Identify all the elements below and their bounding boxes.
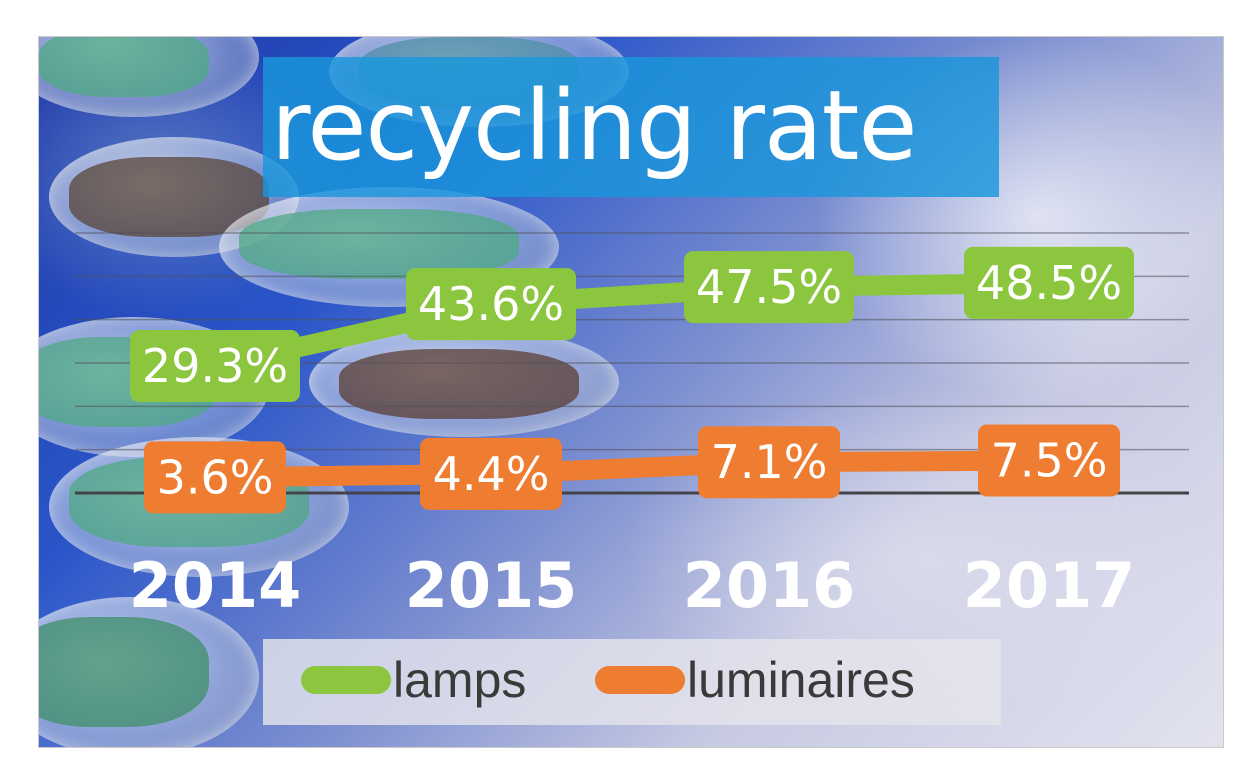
series-line-luminaires [205,450,1059,488]
series-line-lamps [205,272,1059,377]
data-point-lamps: 48.5% [964,246,1134,319]
data-point-luminaires: 4.4% [420,437,562,510]
data-label: 43.6% [418,277,564,331]
x-tick-label: 2014 [129,549,302,622]
legend-swatch-lamps [301,666,391,694]
legend-label-lamps: lamps [393,652,527,708]
data-labels: 29.3% 43.6% 47.5% 48.5% 3.6% 4.4% 7.1% 7.5% [130,246,1134,514]
data-label: 7.1% [711,435,828,489]
data-point-lamps: 47.5% [684,251,854,324]
chart-title: recycling rate [271,70,917,182]
series-lines [205,272,1059,488]
pcb-decoration [239,209,519,279]
data-label: 3.6% [157,450,274,504]
data-point-lamps: 43.6% [406,268,576,341]
chart-frame: recycling rate 29.3% 43.6% 47.5% 48.5% 3.6% 4… [38,36,1224,748]
data-label: 48.5% [976,256,1122,310]
x-tick-label: 2016 [683,549,856,622]
data-label-box [698,426,840,499]
data-point-luminaires: 7.5% [978,424,1120,497]
data-label: 7.5% [991,434,1108,488]
data-label-box [144,441,286,514]
legend-item-luminaires: luminaires [595,649,915,711]
data-label-box [684,251,854,324]
data-label: 47.5% [696,260,842,314]
data-point-luminaires: 7.1% [698,426,840,499]
line-chart: 29.3% 43.6% 47.5% 48.5% 3.6% 4.4% 7.1% 7.5% 201… [75,232,1189,622]
data-label-box [406,268,576,341]
title-banner [263,57,999,197]
pcb-decoration [339,349,579,419]
x-axis-ticks: 2014 2015 2016 2017 [129,549,1136,622]
x-tick-label: 2015 [405,549,578,622]
x-tick-label: 2017 [963,549,1136,622]
pcb-decoration [39,617,209,727]
data-label-box [964,246,1134,319]
data-label-box [420,437,562,510]
data-label-box [130,330,300,403]
data-point-lamps: 29.3% [130,330,300,403]
pcb-decoration [39,37,209,97]
legend-label-luminaires: luminaires [687,652,915,708]
legend-item-lamps: lamps [301,649,526,711]
data-label: 29.3% [142,339,288,393]
data-label: 4.4% [433,447,550,501]
legend-swatch-luminaires [595,666,685,694]
data-point-luminaires: 3.6% [144,441,286,514]
data-label-box [978,424,1120,497]
